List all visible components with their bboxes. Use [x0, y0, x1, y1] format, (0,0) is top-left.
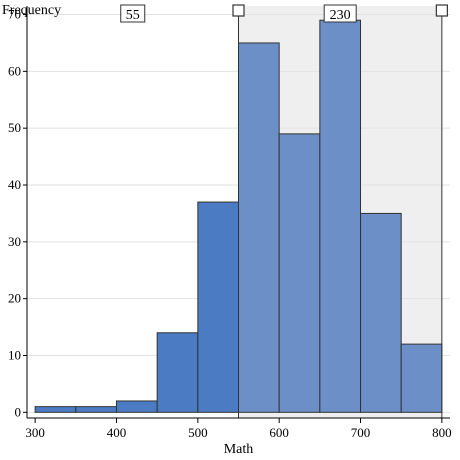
y-tick-label: 60 [8, 63, 21, 78]
y-tick-label: 20 [8, 291, 21, 306]
histogram-bar[interactable] [278, 133, 321, 413]
histogram-bar[interactable] [360, 212, 402, 413]
y-tick-label: 0 [15, 404, 22, 419]
histogram-bar[interactable] [75, 406, 117, 413]
histogram-bar[interactable] [319, 19, 362, 413]
count-outside-label-box [120, 4, 146, 23]
histogram-bar[interactable] [238, 42, 280, 413]
y-tick-label: 50 [8, 120, 21, 135]
histogram-bar[interactable] [34, 406, 77, 413]
x-tick-label: 300 [25, 425, 45, 440]
histogram-bar[interactable] [115, 400, 158, 413]
y-tick-label: 30 [8, 234, 21, 249]
count-outside-label: 55 [126, 8, 140, 23]
x-tick-label: 600 [269, 425, 289, 440]
histogram-bar[interactable] [400, 343, 443, 413]
y-tick-label: 10 [8, 347, 21, 362]
selection-left-handle[interactable] [232, 4, 245, 17]
y-tick-label: 70 [8, 7, 21, 22]
count-inside-label: 230 [330, 8, 351, 23]
histogram-bar[interactable] [156, 332, 199, 413]
x-axis-title: Math [224, 442, 254, 457]
x-tick-label: 700 [351, 425, 371, 440]
histogram-bar[interactable] [197, 201, 239, 413]
x-tick-label: 500 [188, 425, 208, 440]
selection-right-handle[interactable] [435, 4, 448, 17]
x-tick-label: 800 [432, 425, 452, 440]
count-inside-label-box [323, 4, 357, 23]
x-tick-label: 400 [107, 425, 127, 440]
y-tick-label: 40 [8, 177, 21, 192]
y-axis-title: Frequency [2, 3, 61, 18]
